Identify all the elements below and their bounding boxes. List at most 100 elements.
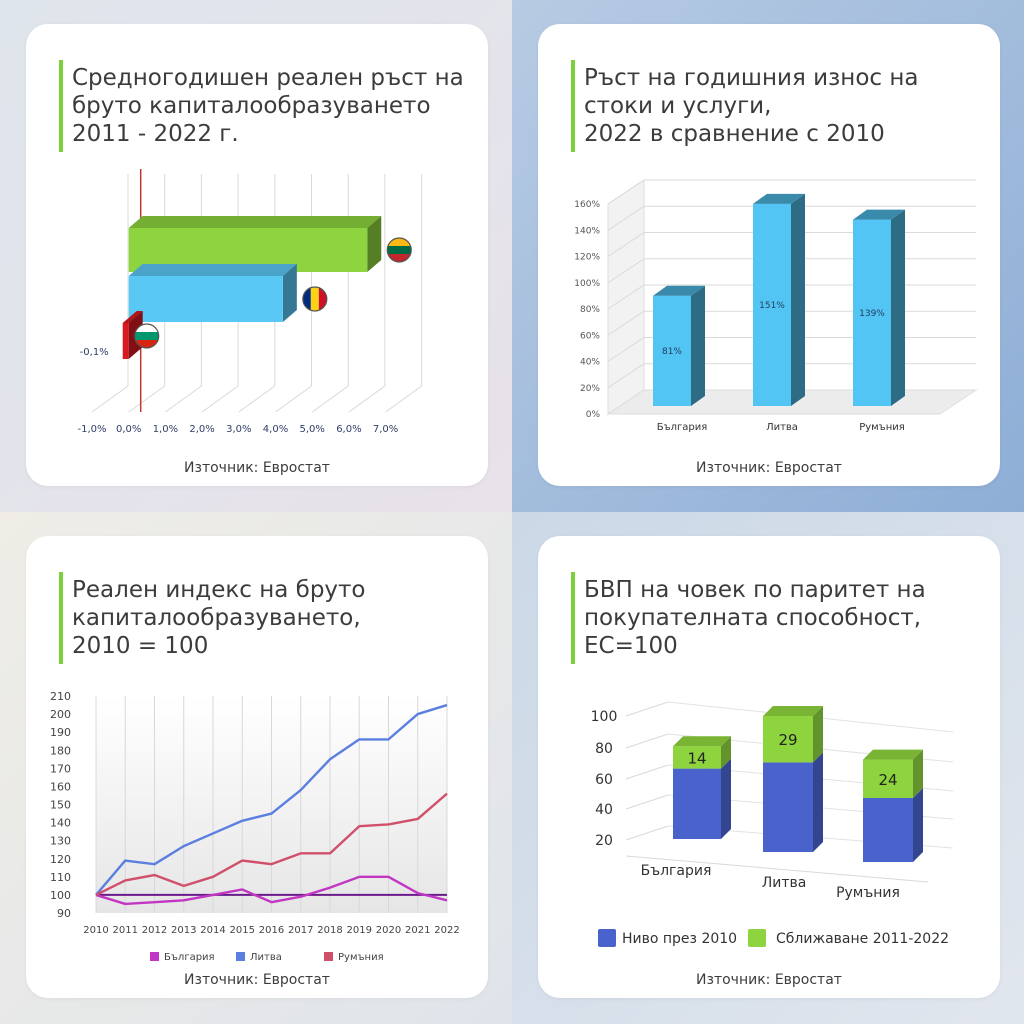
grid-line	[625, 794, 669, 810]
y-tick-label: 140%	[574, 226, 600, 236]
series-line	[95, 875, 448, 906]
bar-segment	[763, 762, 813, 852]
grid-line	[348, 385, 386, 413]
bar-side	[813, 706, 823, 763]
grid-line	[128, 385, 165, 413]
y-tick-label: 180	[50, 744, 71, 757]
x-tick-label: 7,0%	[373, 424, 398, 435]
bar-top	[653, 285, 705, 296]
flag-stripe	[134, 332, 159, 340]
bar-segment	[673, 768, 721, 839]
panel-gdp-per-capita-ppp: БВП на човек по паритет на покупателната…	[538, 536, 1000, 998]
bar-side	[913, 749, 923, 798]
x-tick-label: Румъния	[836, 885, 900, 901]
x-tick-label: 0,0%	[116, 424, 141, 435]
y-tick-label: 100	[591, 709, 618, 725]
grid-line	[625, 825, 669, 841]
y-tick-label: 0%	[586, 410, 601, 420]
x-tick-label: Литва	[766, 422, 798, 433]
grid-line	[625, 733, 669, 749]
data-label: 139%	[859, 309, 885, 319]
x-tick-label: 2,0%	[189, 424, 214, 435]
source-note: Източник: Евростат	[696, 460, 842, 476]
panel-title: БВП на човек по паритет на покупателната…	[584, 577, 926, 659]
bar-side	[791, 193, 805, 406]
panel-title: Средногодишен реален ръст на бруто капит…	[72, 65, 464, 147]
bulgaria-flag-icon	[134, 323, 160, 349]
y-tick-label: 120	[50, 853, 71, 866]
bar-top	[122, 311, 143, 323]
legend-label: Ниво през 2010	[622, 931, 737, 947]
x-tick-label: 2015	[230, 925, 255, 936]
y-tick-label: 60%	[580, 331, 600, 341]
y-tick-label: 80	[595, 741, 613, 757]
flag-rim	[134, 323, 160, 349]
x-tick-label: 2010	[83, 925, 108, 936]
y-tick-label: 140	[50, 817, 71, 830]
y-tick-label: 80%	[580, 305, 600, 315]
data-label: 151%	[759, 301, 785, 311]
grid-line	[607, 205, 645, 231]
legend-swatch	[236, 952, 245, 961]
bar-top	[673, 736, 731, 747]
y-tick-label: 160	[50, 780, 71, 793]
title-accent-bar	[571, 572, 575, 664]
x-tick-label: 2016	[259, 925, 284, 936]
legend-label: България	[164, 952, 215, 963]
x-tick-label: Румъния	[859, 422, 905, 433]
y-tick-label: 200	[50, 708, 71, 721]
bar-segment	[763, 716, 813, 763]
legend-swatch	[324, 952, 333, 961]
bar-side	[282, 264, 297, 322]
panel-title: Реален индекс на бруто капиталообразуван…	[72, 577, 366, 659]
bar	[128, 276, 283, 322]
x-tick-label: 2022	[434, 925, 459, 936]
y-tick-label: 110	[50, 871, 71, 884]
x-tick-label: 2017	[288, 925, 313, 936]
bar-side	[891, 209, 905, 406]
y-tick-label: 20%	[580, 384, 600, 394]
grid-line	[311, 385, 349, 413]
title-accent-bar	[59, 60, 63, 152]
title-accent-bar	[571, 60, 575, 152]
y-tick-label: 210	[50, 690, 71, 703]
bar-segment	[863, 759, 913, 798]
y-tick-label: 20	[595, 833, 613, 849]
flag-stripe	[387, 246, 412, 254]
legend-label: Сближаване 2011-2022	[776, 931, 949, 947]
column-chart: 0% 20% 40% 60% 80% 100% 120% 140% 160% 81% Българи…	[574, 179, 978, 433]
grid-line	[607, 310, 645, 336]
series-line	[95, 703, 448, 896]
grid-line	[607, 284, 645, 310]
x-tick-label: -1,0%	[77, 424, 106, 435]
x-tick-label: 2012	[142, 925, 167, 936]
panel-capital-formation-index: Реален индекс на бруто капиталообразуван…	[26, 536, 488, 998]
bar	[753, 203, 791, 406]
source-note: Източник: Евростат	[184, 972, 330, 988]
y-tick-label: 190	[50, 726, 71, 739]
data-label: 81%	[662, 347, 682, 357]
grid-line	[625, 764, 669, 780]
x-tick-label: 1,0%	[153, 424, 178, 435]
y-tick-label: 100	[50, 889, 71, 902]
bar-top	[853, 209, 905, 220]
y-tick-label: 40%	[580, 358, 600, 368]
y-tick-label: 170	[50, 762, 71, 775]
bar-side	[691, 285, 705, 406]
flag-stripe	[134, 324, 159, 332]
y-tick-label: 120%	[574, 253, 600, 263]
grid-line	[607, 179, 645, 205]
bar-top	[753, 193, 805, 204]
legend-swatch	[748, 929, 766, 947]
bar-side	[721, 758, 731, 839]
bar-side	[721, 736, 731, 769]
source-note: Източник: Евростат	[184, 460, 330, 476]
source-note: Източник: Евростат	[696, 972, 842, 988]
legend-swatch	[150, 952, 159, 961]
bar-side	[367, 216, 382, 272]
bar-side	[913, 788, 923, 862]
grid-line	[385, 385, 422, 413]
y-tick-label: 130	[50, 835, 71, 848]
romania-flag-icon	[302, 286, 328, 312]
y-tick-label: 150	[50, 799, 71, 812]
